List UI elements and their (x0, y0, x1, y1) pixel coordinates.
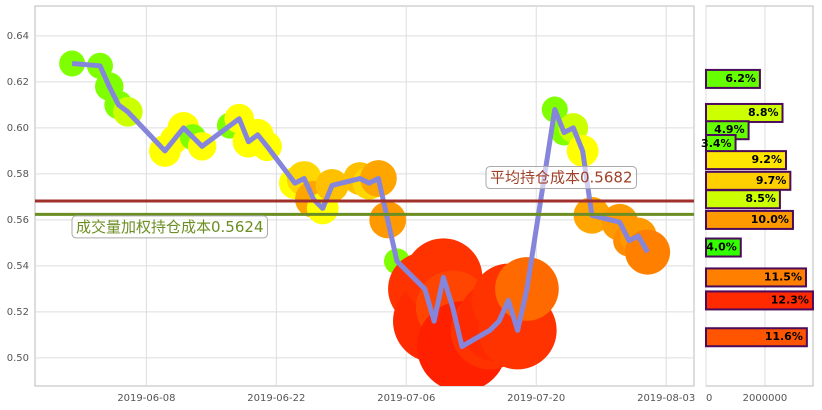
volume-bar (705, 209, 794, 230)
x-tick-label: 2019-07-20 (507, 393, 565, 404)
bar-label: 3.4% (701, 137, 732, 150)
y-tick-label: 0.50 (7, 353, 29, 364)
bar-label: 4.9% (714, 123, 745, 136)
y-tick-label: 0.64 (7, 31, 29, 42)
volume-bar (705, 189, 781, 210)
price-line (71, 61, 650, 349)
y-tick-label: 0.58 (7, 169, 29, 180)
cost-annotation: 平均持仓成本0.5682 (490, 169, 633, 187)
volume-bar (705, 150, 787, 171)
bar-label: 8.5% (745, 192, 776, 205)
bar-label: 12.3% (771, 293, 809, 306)
x-tick-label: 2019-06-08 (117, 393, 175, 404)
annotation-box (485, 166, 637, 190)
y-tick-label: 0.52 (7, 307, 29, 318)
x-tick-label: 0 (706, 393, 712, 404)
x-tick-label: 2000000 (743, 393, 788, 404)
bar-label: 6.2% (725, 72, 756, 85)
bar-label: 9.2% (751, 153, 782, 166)
volume-bar (705, 267, 807, 288)
annotation-box (71, 215, 268, 239)
bar-label: 11.6% (765, 330, 803, 343)
bar-label: 8.8% (748, 106, 779, 119)
x-tick-label: 2019-07-06 (377, 393, 435, 404)
volume-bar (705, 327, 808, 348)
y-tick-label: 0.56 (7, 215, 29, 226)
bar-label: 10.0% (751, 213, 789, 226)
volume-bar (705, 237, 742, 258)
volume-bar (705, 68, 761, 89)
cost-annotation: 成交量加权持仓成本0.5624 (76, 218, 264, 236)
y-tick-label: 0.62 (7, 77, 29, 88)
x-tick-label: 2019-06-22 (247, 393, 305, 404)
bar-label: 9.7% (756, 174, 787, 187)
y-tick-label: 0.54 (7, 261, 29, 272)
y-tick-label: 0.60 (7, 123, 29, 134)
bar-label: 11.5% (764, 270, 802, 283)
volume-bar (705, 290, 814, 311)
bar-label: 4.0% (706, 241, 737, 254)
x-tick-label: 2019-08-03 (637, 393, 695, 404)
